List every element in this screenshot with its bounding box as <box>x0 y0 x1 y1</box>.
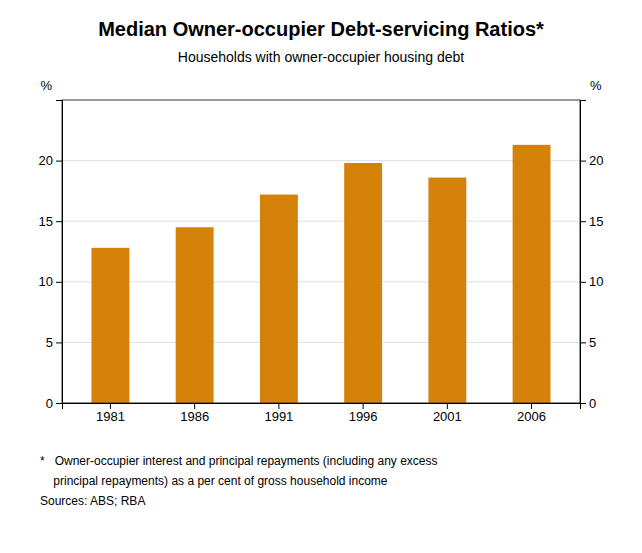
y-axis: 0 5 10 15 20 <box>39 101 63 411</box>
x-tick-mark <box>447 403 448 409</box>
y-tick-mark <box>56 221 62 222</box>
x-tick-label: 1991 <box>264 409 293 424</box>
footnote: principal repayments) as a per cent of g… <box>40 474 388 488</box>
x-tick-mark <box>531 403 532 409</box>
y-tick-mark <box>56 403 62 404</box>
x-tick-mark <box>363 403 364 409</box>
subtitle: Households with owner-occupier housing d… <box>178 49 465 65</box>
y-tick-mark <box>56 282 62 283</box>
x-tick-mark <box>278 403 279 409</box>
y2-tick-label: 20 <box>589 153 603 168</box>
grid <box>62 161 580 403</box>
x-tick-label: 2001 <box>433 409 462 424</box>
footnote: Sources: ABS; RBA <box>40 494 145 508</box>
y2-axis-line <box>581 101 587 404</box>
bar <box>176 227 214 403</box>
y2-tick-mark <box>580 221 586 222</box>
y-tick-label: 20 <box>39 153 53 168</box>
y-tick-mark <box>56 161 62 162</box>
y2-axis: 0 5 10 15 20 <box>580 101 603 411</box>
y-axis-line <box>56 101 63 404</box>
plot-frame <box>62 100 580 403</box>
title: Median Owner-occupier Debt-servicing Rat… <box>98 18 544 40</box>
y2-tick-label: 15 <box>589 214 603 229</box>
grid-line <box>62 281 580 282</box>
y-tick: 5 <box>46 335 62 350</box>
x-axis-line <box>63 404 581 410</box>
y-tick-label: 15 <box>39 214 53 229</box>
x-tick-mark <box>110 403 111 409</box>
y-tick-label: 5 <box>46 335 53 350</box>
bar <box>428 178 466 403</box>
bar <box>91 248 129 403</box>
x-tick-label: 1986 <box>180 409 209 424</box>
x-tick: 2006 <box>517 403 546 424</box>
y-tick-label: 10 <box>39 274 53 289</box>
y2-tick: 10 <box>580 274 603 289</box>
y-tick: 0 <box>46 396 62 411</box>
chart: Median Owner-occupier Debt-servicing Rat… <box>0 0 642 553</box>
y2-tick-label: 5 <box>589 335 596 350</box>
y-tick: 15 <box>39 214 62 229</box>
bar <box>344 163 382 403</box>
y2-tick: 0 <box>580 396 596 411</box>
y-tick-label: 0 <box>46 396 53 411</box>
y2-tick-label: 10 <box>589 274 603 289</box>
x-tick-label: 1996 <box>349 409 378 424</box>
x-tick-label: 2006 <box>517 409 546 424</box>
x-tick: 1981 <box>96 403 125 424</box>
y2-tick-label: 0 <box>589 396 596 411</box>
x-axis: 1981 1986 1991 1996 2001 2006 <box>63 403 581 424</box>
y2-tick-mark <box>580 161 586 162</box>
y-tick-mark <box>56 342 62 343</box>
y-axis-label: % <box>40 78 52 93</box>
y2-tick: 5 <box>580 335 596 350</box>
y2-tick-mark <box>580 282 586 283</box>
y-tick: 10 <box>39 274 62 289</box>
grid-line <box>62 221 580 222</box>
grid-line <box>62 160 580 161</box>
plot: 1981 1986 1991 1996 2001 2006 0 5 10 15 20 0 5 10 15 20… <box>39 78 604 424</box>
x-tick: 1991 <box>264 403 293 424</box>
x-tick: 1996 <box>349 403 378 424</box>
y2-axis-label: % <box>590 78 602 93</box>
footnotes: * Owner-occupier interest and principal … <box>40 454 438 508</box>
y2-tick: 15 <box>580 214 603 229</box>
footnote: * Owner-occupier interest and principal … <box>40 454 438 468</box>
x-tick: 1986 <box>180 403 209 424</box>
x-tick: 2001 <box>433 403 462 424</box>
bar <box>260 195 298 403</box>
grid-line <box>62 342 580 343</box>
x-tick-label: 1981 <box>96 409 125 424</box>
y2-tick-mark <box>580 403 586 404</box>
y-tick: 20 <box>39 153 62 168</box>
y2-tick: 20 <box>580 153 603 168</box>
bars <box>91 145 550 403</box>
bar <box>513 145 551 403</box>
y2-tick-mark <box>580 342 586 343</box>
x-tick-mark <box>194 403 195 409</box>
